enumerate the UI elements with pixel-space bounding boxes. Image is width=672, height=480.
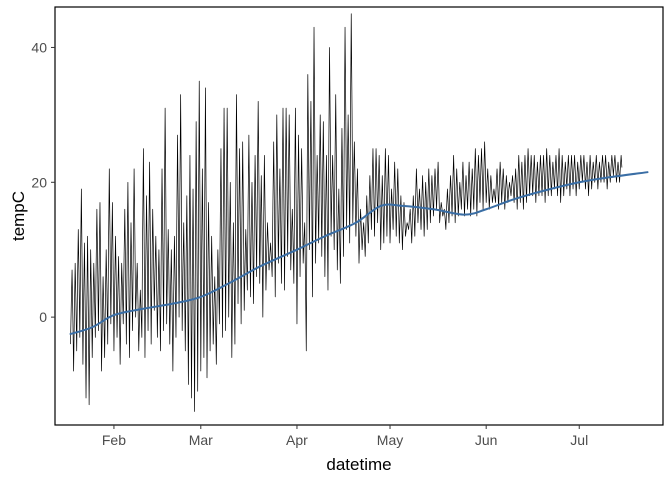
x-axis-title: datetime: [326, 455, 391, 474]
x-axis: Feb Mar Apr May Jun Jul: [102, 425, 588, 448]
smoothed-trend-line: [69, 171, 649, 335]
y-tick-label: 40: [31, 39, 47, 55]
x-tick-label: Jun: [475, 432, 498, 448]
y-tick-label: 20: [31, 174, 47, 190]
x-tick-label: Apr: [286, 432, 308, 448]
plot-panel-border: [54, 6, 664, 426]
raw-temperature-line: [70, 13, 623, 412]
x-tick-label: May: [377, 432, 403, 448]
y-tick-label: 0: [39, 309, 47, 325]
plot-area: [69, 13, 649, 412]
y-axis-title: tempC: [9, 191, 28, 241]
x-tick-label: Jul: [570, 432, 588, 448]
y-axis: 0 20 40: [31, 39, 55, 325]
x-tick-label: Mar: [189, 432, 213, 448]
x-tick-label: Feb: [102, 432, 126, 448]
